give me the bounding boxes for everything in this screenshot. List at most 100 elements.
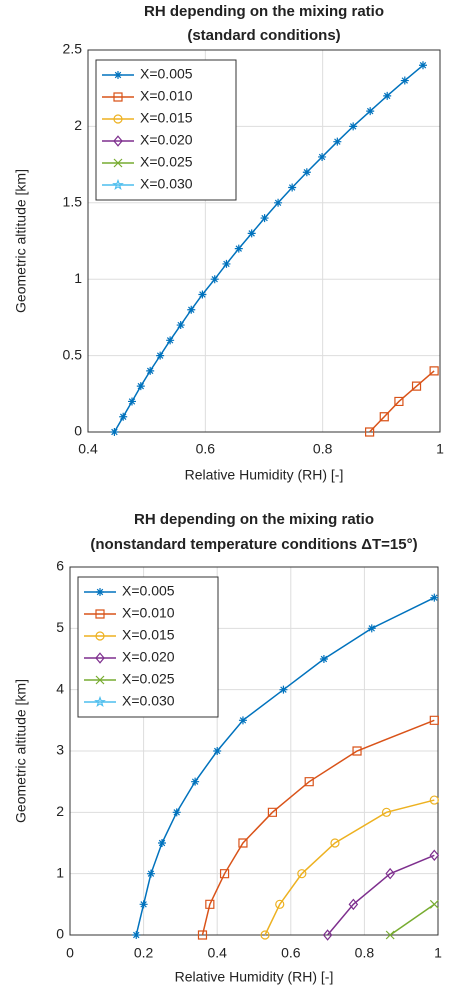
legend-label: X=0.020 — [140, 132, 193, 148]
legend-label: X=0.010 — [140, 88, 193, 104]
legend-marker — [94, 695, 106, 707]
data-point — [234, 244, 243, 253]
data-point — [213, 747, 222, 755]
data-point — [146, 366, 155, 375]
legend-marker — [95, 652, 105, 664]
data-point — [429, 715, 439, 725]
axes-frame — [69, 566, 439, 936]
series-line — [135, 596, 435, 936]
x-tick-label: 1 — [434, 945, 442, 961]
y-tick-label: 0 — [74, 423, 82, 439]
series-line — [201, 719, 435, 936]
data-point — [197, 930, 208, 940]
x-tick-label: 0.8 — [355, 945, 375, 961]
data-point — [430, 593, 439, 602]
data-point — [400, 76, 409, 85]
data-point — [330, 838, 340, 848]
legend: X=0.005 X=0.010 X=0.015 X=0.020 X=0.025 X=0.0… — [77, 576, 219, 718]
data-point — [275, 899, 285, 909]
legend-label: X=0.030 — [122, 693, 175, 709]
y-tick-label: 1 — [56, 864, 64, 880]
data-point — [318, 152, 327, 161]
data-point — [383, 91, 392, 100]
legend-label: X=0.005 — [140, 66, 193, 82]
legend-marker — [95, 631, 105, 641]
x-tick-label: 0.6 — [281, 945, 301, 961]
data-point — [418, 61, 427, 70]
y-axis-label: Geometric altitude [km] — [13, 169, 29, 313]
data-point — [349, 122, 358, 131]
data-point — [172, 808, 181, 817]
legend-marker — [113, 92, 123, 102]
y-axis-label: Geometric altitude [km] — [13, 679, 29, 823]
data-point — [394, 396, 404, 407]
data-point — [297, 869, 307, 879]
y-tick-label: 6 — [56, 558, 64, 574]
data-point — [429, 849, 440, 862]
data-point — [166, 336, 175, 345]
legend-marker — [96, 588, 104, 596]
series-line — [327, 854, 435, 936]
legend-label: X=0.025 — [122, 671, 175, 687]
x-tick-label: 0 — [66, 945, 74, 961]
data-point — [238, 716, 247, 725]
data-point — [119, 412, 128, 421]
x-axis-label: Relative Humidity (RH) [-] — [185, 467, 344, 483]
data-point — [139, 900, 148, 909]
data-point — [222, 259, 231, 268]
data-point — [110, 428, 119, 436]
data-point — [366, 107, 375, 116]
chart-subtitle: (standard conditions) — [187, 27, 340, 44]
x-tick-label: 0.4 — [207, 945, 227, 961]
data-point — [176, 321, 185, 330]
data-point — [210, 275, 219, 284]
legend-marker — [113, 114, 123, 124]
y-tick-label: 5 — [56, 619, 64, 635]
y-tick-label: 1 — [74, 270, 82, 286]
x-tick-label: 0.2 — [134, 945, 154, 961]
chart-title: RH depending on the mixing ratio — [144, 3, 384, 20]
data-point — [128, 397, 136, 406]
y-tick-label: 2 — [56, 803, 64, 819]
chart-title: RH depending on the mixing ratio — [134, 511, 374, 528]
axes-frame — [87, 49, 441, 433]
legend-marker — [113, 135, 123, 147]
data-point — [429, 899, 439, 909]
data-point — [385, 867, 395, 880]
data-point — [260, 214, 269, 223]
legend-marker — [95, 609, 105, 619]
y-tick-label: 0 — [56, 926, 64, 942]
legend-label: X=0.015 — [122, 627, 175, 643]
legend-label: X=0.030 — [140, 176, 193, 192]
legend-label: X=0.025 — [140, 154, 193, 170]
chart-subtitle: (nonstandard temperature conditions ΔT=1… — [90, 536, 417, 553]
data-point — [302, 168, 311, 177]
legend-marker — [114, 71, 122, 79]
data-point — [156, 351, 165, 360]
data-point — [365, 427, 375, 437]
legend-marker — [113, 158, 123, 168]
data-point — [132, 931, 141, 939]
series-line — [264, 799, 435, 936]
data-point — [279, 685, 288, 694]
series-line — [389, 903, 435, 936]
legend-label: X=0.015 — [140, 110, 193, 126]
data-point — [429, 366, 439, 376]
data-point — [333, 137, 342, 146]
data-point — [219, 869, 230, 879]
data-point — [385, 930, 395, 940]
x-tick-label: 1 — [436, 441, 444, 457]
data-point — [429, 795, 439, 805]
data-point — [187, 305, 196, 314]
data-point — [348, 898, 359, 911]
data-point — [352, 746, 362, 756]
y-tick-label: 1.5 — [63, 194, 83, 210]
legend-label: X=0.005 — [122, 583, 175, 599]
y-tick-label: 4 — [56, 680, 64, 696]
data-point — [304, 777, 314, 787]
y-tick-label: 3 — [56, 742, 64, 758]
legend-label: X=0.020 — [122, 649, 175, 665]
data-point — [322, 929, 333, 941]
y-tick-label: 0.5 — [63, 346, 83, 362]
